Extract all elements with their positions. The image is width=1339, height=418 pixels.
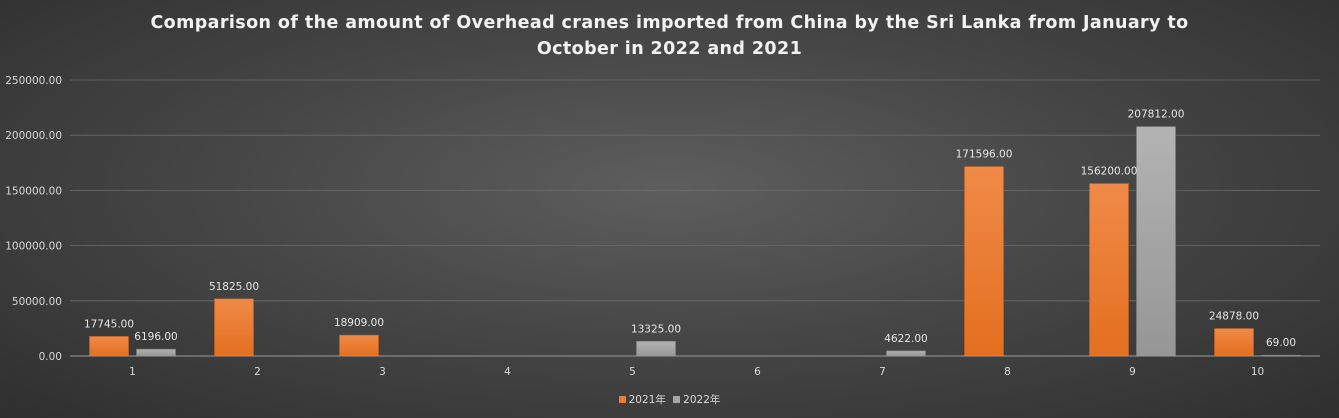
bar-2021-3[interactable] [339, 334, 379, 357]
bars [89, 126, 1301, 357]
x-axis: 1 2 3 4 5 6 7 8 9 10 [70, 355, 1320, 378]
x-tick-label: 7 [879, 366, 886, 378]
x-tick-label: 1 [129, 366, 136, 378]
bar-2021-10[interactable] [1214, 328, 1254, 357]
y-tick-label: 100000.00 [5, 241, 62, 253]
data-label: 24878.00 [1209, 311, 1259, 323]
legend-label-2022: 2022年 [683, 394, 721, 406]
x-tick-label: 8 [1004, 366, 1011, 378]
y-tick-label: 50000.00 [12, 296, 62, 308]
bar-2021-1[interactable] [89, 336, 129, 357]
data-label: 13325.00 [631, 323, 681, 335]
chart-title: Comparison of the amount of Overhead cra… [0, 10, 1339, 62]
data-label: 6196.00 [134, 331, 177, 343]
data-label: 18909.00 [334, 317, 384, 329]
data-label: 4622.00 [884, 333, 927, 345]
bar-2022-1[interactable] [136, 348, 176, 357]
bar-2021-2[interactable] [214, 298, 254, 357]
data-label: 156200.00 [1081, 166, 1138, 178]
legend-item-2021[interactable]: 2021年 [618, 392, 666, 407]
bar-2022-7[interactable] [886, 350, 926, 357]
bar-2022-5[interactable] [636, 340, 676, 357]
data-label: 69.00 [1266, 337, 1296, 349]
legend-item-2022[interactable]: 2022年 [673, 392, 720, 407]
data-label: 207812.00 [1128, 109, 1185, 121]
y-tick-label: 250000.00 [5, 75, 62, 87]
legend-swatch-2021 [618, 396, 626, 403]
legend: 2021年 2022年 [0, 392, 1339, 407]
chart-title-line-2: October in 2022 and 2021 [536, 39, 803, 59]
x-tick-label: 4 [504, 366, 511, 378]
bar-2021-8[interactable] [964, 166, 1004, 357]
y-axis: 0.00 50000.00 100000.00 150000.00 200000.00 2… [5, 75, 62, 363]
legend-swatch-2022 [673, 396, 681, 403]
data-label: 51825.00 [209, 281, 259, 293]
bar-2021-9[interactable] [1089, 183, 1129, 357]
data-label: 17745.00 [84, 318, 134, 330]
x-tick-label: 9 [1129, 366, 1136, 378]
y-tick-label: 0.00 [39, 351, 62, 363]
x-tick-label: 5 [629, 366, 636, 378]
data-label: 171596.00 [956, 149, 1013, 161]
x-tick-label: 6 [754, 366, 761, 378]
y-tick-label: 200000.00 [5, 130, 62, 142]
x-tick-label: 2 [254, 366, 261, 378]
x-tick-label: 10 [1251, 366, 1264, 378]
bar-2022-9[interactable] [1136, 126, 1176, 357]
chart-title-line-1: Comparison of the amount of Overhead cra… [150, 13, 1189, 33]
x-tick-label: 3 [379, 366, 386, 378]
y-tick-label: 150000.00 [5, 185, 62, 197]
legend-label-2021: 2021年 [628, 394, 666, 406]
